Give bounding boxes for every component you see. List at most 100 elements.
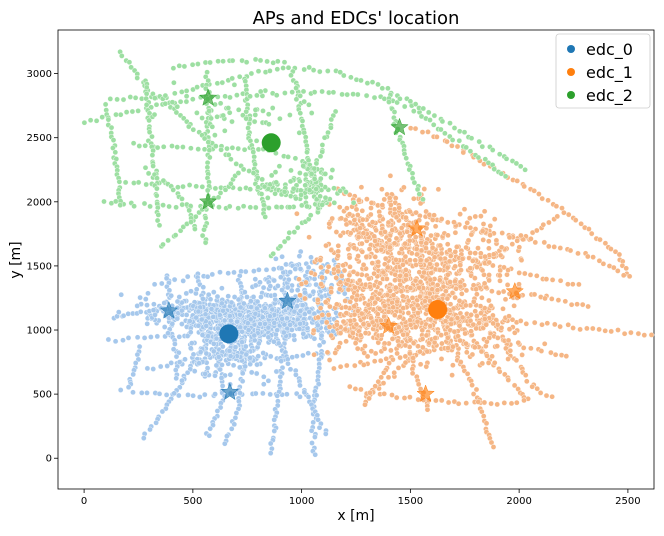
ap-point [319,201,326,208]
ap-point [394,99,400,106]
edc-centroid-edc_0 [219,324,239,344]
ap-point [390,356,396,363]
ap-point [481,280,488,287]
ap-point [179,321,185,327]
ap-point [611,264,617,271]
ap-point [285,360,291,367]
ap-point [241,289,248,295]
ap-point [275,283,281,289]
ap-points-layer [81,49,655,458]
ap-point [134,303,140,309]
ap-point [426,211,433,218]
ap-point [273,255,279,262]
ap-point [414,186,421,193]
ap-point [301,389,308,396]
ap-point [229,75,235,82]
ap-point [219,79,226,86]
ap-point [135,108,141,114]
ap-point [511,382,518,389]
ap-point [294,287,301,293]
ap-point [217,100,224,107]
ap-point [438,126,444,133]
ap-point [93,118,100,124]
ap-point [229,118,235,125]
ap-point [304,203,310,210]
ap-point [462,302,469,309]
ap-point [176,63,183,69]
ap-point [297,292,303,299]
ap-point [318,332,325,339]
ap-point [208,115,214,122]
ap-point [212,132,218,138]
ap-point [132,95,139,101]
ap-point [514,237,521,244]
ap-point [432,223,439,230]
chart-title: APs and EDCs' location [253,8,460,29]
ap-point [311,335,318,342]
ap-point [489,288,495,295]
ap-point [496,272,503,279]
ap-point [419,327,426,334]
ap-point [154,217,161,224]
ap-point [227,313,233,319]
ap-point [436,277,443,283]
ap-point [343,189,349,195]
ap-point [199,183,206,190]
ap-point [294,303,300,310]
ap-point [87,117,94,123]
ap-point [244,294,250,300]
ap-point [359,248,366,255]
ap-point [150,307,157,313]
ap-point [273,92,280,98]
ap-point [154,144,161,151]
ap-point [130,389,136,396]
ap-point [277,243,284,250]
ap-point [285,154,291,160]
ap-point [557,277,564,284]
ap-point [261,183,268,190]
ap-point [231,82,238,88]
ap-point [377,280,383,287]
ap-point [145,290,151,297]
ap-point [458,267,464,273]
ap-point [196,360,202,367]
ap-point [552,351,559,358]
ap-point [252,310,259,317]
ap-point [328,332,335,339]
ap-point [419,336,426,342]
ap-point [509,316,516,323]
ap-point [407,322,414,328]
ap-point [333,301,340,308]
ap-point [242,363,248,370]
ap-point [474,264,480,270]
ap-point [551,244,558,250]
ap-point [491,359,498,366]
ap-point [326,220,333,227]
ap-point [480,221,487,227]
ap-point [105,336,112,343]
ap-point [267,68,273,74]
ap-point [162,100,169,107]
ap-point [472,308,479,315]
ap-point [412,101,419,107]
ap-point [294,210,300,217]
ap-point [259,314,266,321]
ap-point [232,414,239,421]
ap-point [335,252,341,259]
ap-point [131,180,137,186]
ap-point [302,182,309,189]
ap-point [486,259,493,266]
ap-point [456,128,463,135]
ap-point [420,105,427,112]
ap-point [385,308,392,315]
ap-point [248,304,254,310]
ap-point [271,320,278,326]
ap-point [319,88,325,95]
ap-point [337,69,344,75]
ap-point [296,276,302,283]
ap-point [485,360,492,366]
ap-point [172,232,179,238]
ap-point [534,227,540,234]
ap-point [372,299,379,306]
ap-point [431,112,438,119]
